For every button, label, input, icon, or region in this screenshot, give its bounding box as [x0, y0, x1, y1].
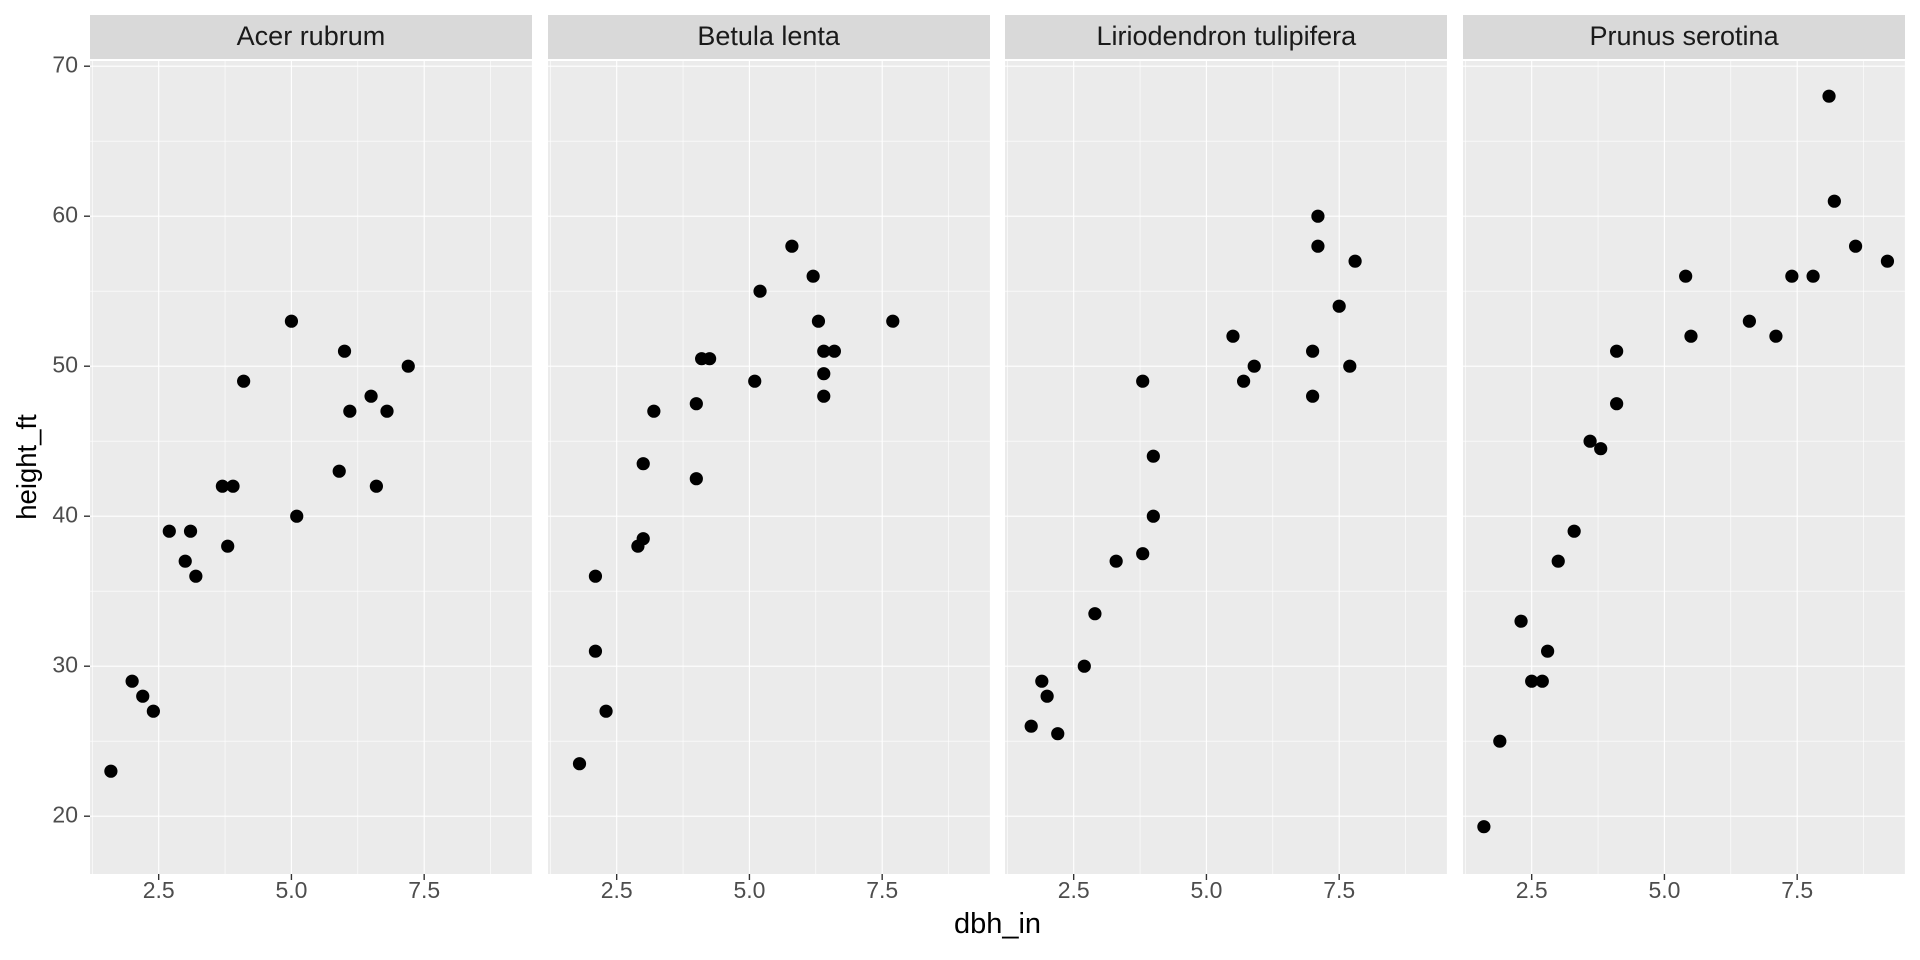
- svg-text:70: 70: [52, 51, 78, 77]
- svg-text:2.5: 2.5: [600, 877, 632, 903]
- svg-text:5.0: 5.0: [275, 877, 307, 903]
- svg-text:30: 30: [52, 651, 78, 677]
- svg-text:7.5: 7.5: [1324, 877, 1356, 903]
- svg-text:5.0: 5.0: [1191, 877, 1223, 903]
- svg-text:20: 20: [52, 801, 78, 827]
- svg-text:5.0: 5.0: [1649, 877, 1681, 903]
- svg-text:7.5: 7.5: [408, 877, 440, 903]
- svg-text:7.5: 7.5: [866, 877, 898, 903]
- svg-text:60: 60: [52, 201, 78, 227]
- svg-text:7.5: 7.5: [1781, 877, 1813, 903]
- svg-text:5.0: 5.0: [733, 877, 765, 903]
- svg-text:2.5: 2.5: [143, 877, 175, 903]
- svg-text:40: 40: [52, 501, 78, 527]
- svg-text:2.5: 2.5: [1516, 877, 1548, 903]
- svg-text:2.5: 2.5: [1058, 877, 1090, 903]
- svg-text:50: 50: [52, 351, 78, 377]
